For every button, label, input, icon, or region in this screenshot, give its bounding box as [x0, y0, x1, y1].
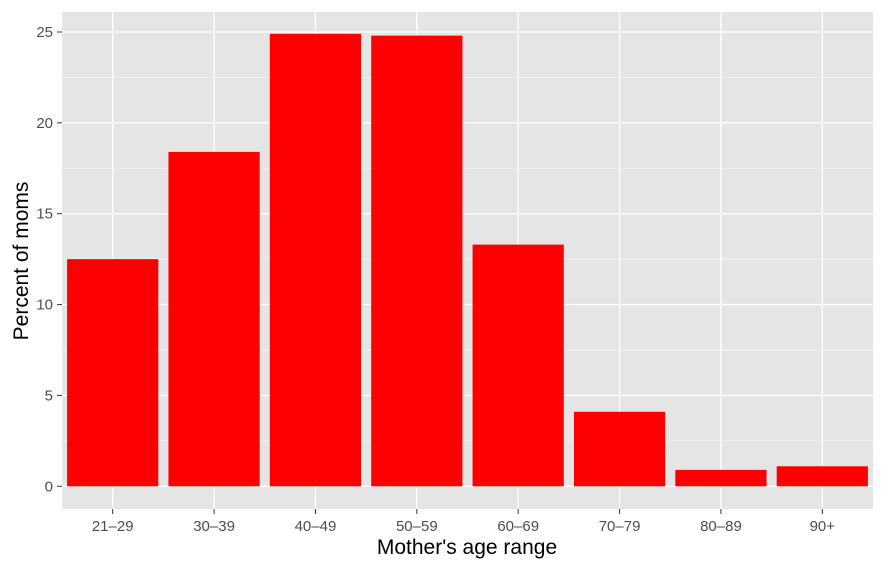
- x-tick-label: 80–89: [700, 518, 742, 535]
- y-tick-label: 10: [36, 297, 53, 314]
- y-tick-label: 15: [36, 206, 53, 223]
- y-tick-label: 0: [45, 478, 53, 495]
- y-axis: 0 5 10 15 20 25: [36, 24, 62, 495]
- bar-3: [371, 35, 463, 487]
- x-tick-label: 21–29: [92, 518, 134, 535]
- y-axis-title: Percent of moms: [10, 182, 33, 341]
- x-tick-label: 40–49: [295, 518, 337, 535]
- y-tick-label: 20: [36, 115, 53, 132]
- x-tick-label: 90+: [810, 518, 836, 535]
- y-tick-label: 25: [36, 24, 53, 41]
- bar-0: [67, 259, 159, 487]
- x-tick-label: 50–59: [396, 518, 438, 535]
- bars: [67, 33, 868, 487]
- x-axis: 21–29 30–39 40–49 50–59 60–69 70–79 80–89 90+: [92, 509, 835, 535]
- x-tick-label: 60–69: [497, 518, 539, 535]
- x-tick-label: 30–39: [193, 518, 235, 535]
- x-tick-label: 70–79: [599, 518, 641, 535]
- bar-4: [472, 244, 564, 487]
- bar-6: [675, 469, 767, 487]
- bar-1: [168, 151, 260, 487]
- bar-5: [573, 411, 666, 487]
- bar-7: [776, 466, 868, 487]
- x-axis-title: Mother's age range: [377, 536, 557, 559]
- bar-2: [269, 33, 362, 487]
- y-tick-label: 5: [45, 387, 53, 404]
